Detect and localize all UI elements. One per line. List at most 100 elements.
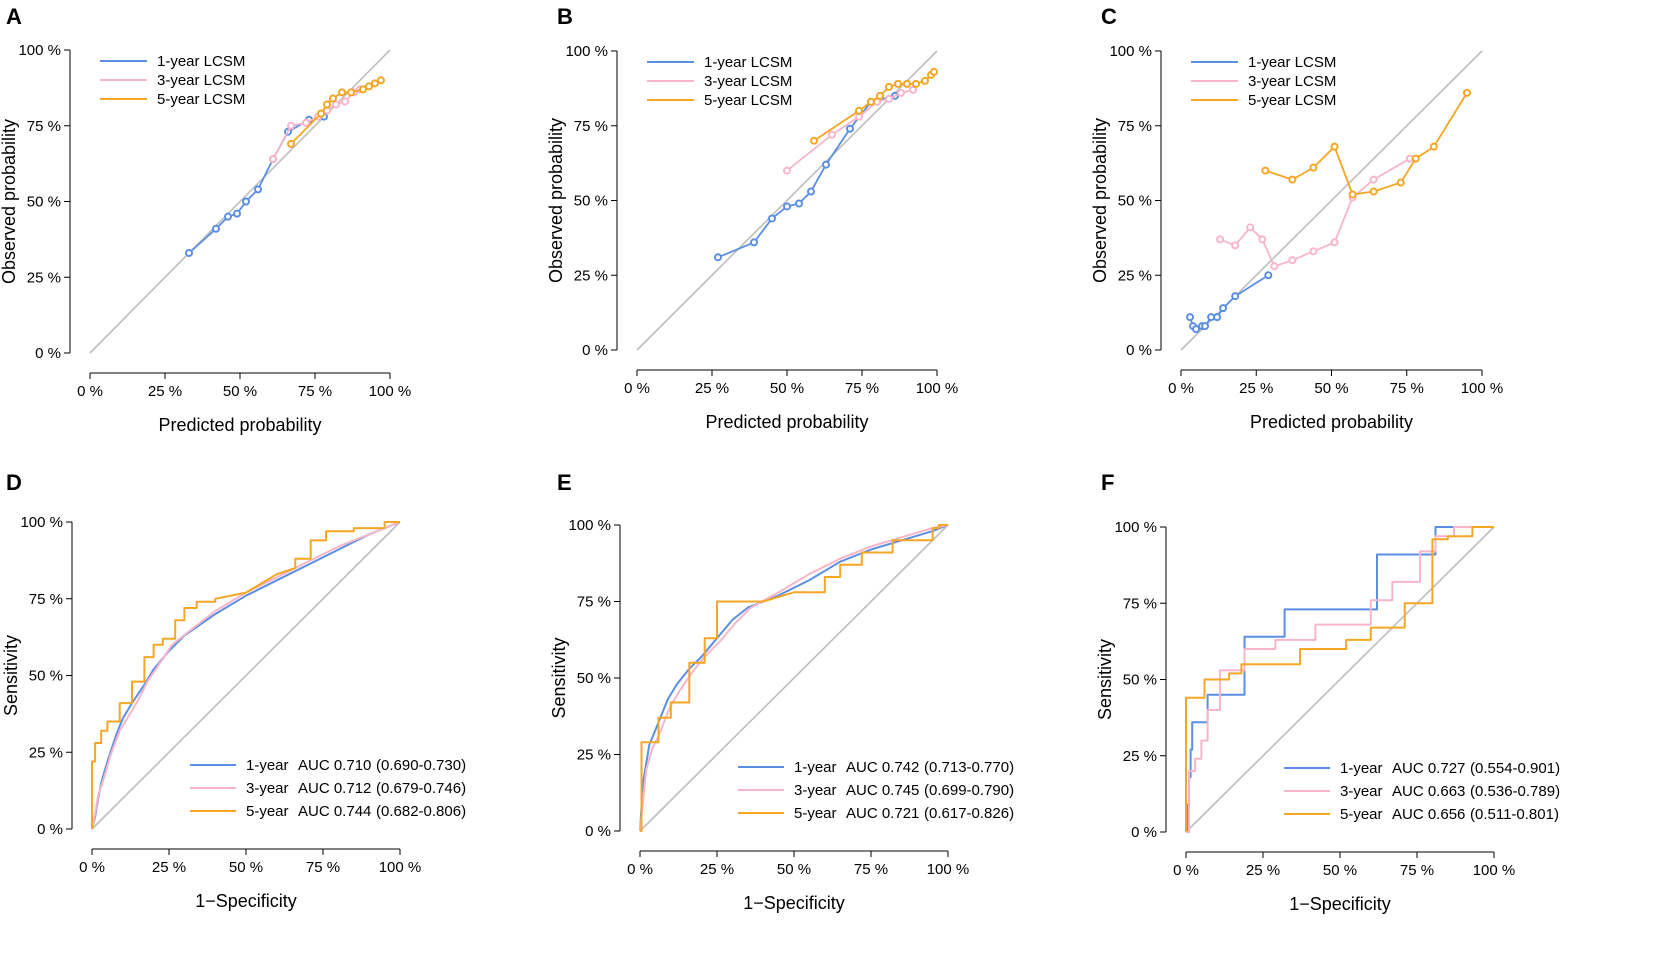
panel-a: A 0 % 0 % 25 % 25 % 50 % 50 % 75 % 75 % 100 % 100 …: [0, 4, 411, 435]
x-tick-label: 100 %: [1473, 862, 1516, 879]
legend-ci: (0.536-0.789): [1470, 783, 1560, 800]
legend-name: 1-year: [246, 757, 289, 774]
data-point-y1: [1219, 304, 1228, 313]
y-tick-label: 0 %: [35, 345, 61, 362]
data-point-y5: [365, 82, 373, 91]
data-point-y5: [1261, 166, 1270, 175]
x-tick-label: 25 %: [148, 383, 182, 400]
legend-name: 3-year: [1340, 783, 1383, 800]
y-tick-label: 25 %: [1123, 748, 1157, 765]
data-point-y5: [903, 79, 911, 88]
data-point-y3: [909, 85, 917, 94]
legend-ci: (0.511-0.801): [1470, 806, 1559, 823]
data-point-y5: [894, 79, 902, 88]
series-line-y3: [91, 521, 401, 830]
legend-label: 1-year LCSM: [157, 53, 245, 70]
y-axis-title: Observed probability: [1090, 118, 1110, 283]
data-point-y1: [1186, 313, 1195, 322]
x-tick-label: 50 %: [1323, 862, 1357, 879]
data-point-y3: [1246, 223, 1255, 232]
panel-e: E 0 % 0 % 25 % 25 % 50 % 50 % 75 % 75 % 100 % 100 …: [549, 470, 1014, 913]
data-point-y5: [1288, 175, 1297, 184]
y-tick-label: 75 %: [1118, 118, 1152, 135]
data-point-y5: [1330, 142, 1339, 151]
reference-diagonal: [1185, 526, 1495, 833]
series-line-y3: [1186, 526, 1494, 833]
data-point-y3: [302, 118, 310, 127]
data-point-y1: [254, 185, 262, 194]
y-tick-label: 25 %: [1118, 267, 1152, 284]
legend-name: 3-year: [794, 782, 837, 799]
data-point-y5: [867, 97, 875, 106]
y-tick-label: 50 %: [577, 670, 611, 687]
data-point-y3: [1258, 235, 1267, 244]
legend-ci: (0.617-0.826): [924, 805, 1014, 822]
x-tick-label: 100 %: [1461, 380, 1504, 397]
x-tick-label: 50 %: [1314, 380, 1348, 397]
data-point-y1: [1213, 313, 1222, 322]
y-tick-label: 0 %: [37, 821, 63, 838]
series-line-y3: [639, 524, 949, 832]
y-tick-label: 75 %: [27, 118, 61, 135]
data-point-y1: [822, 160, 830, 169]
x-tick-label: 50 %: [223, 383, 257, 400]
y-tick-label: 100 %: [568, 517, 611, 534]
legend-label: 1-year LCSM: [1248, 54, 1336, 71]
legend-name: 5-year: [794, 805, 837, 822]
panel-letter: C: [1101, 4, 1117, 29]
data-point-y5: [1348, 190, 1357, 199]
y-tick-label: 75 %: [577, 594, 611, 611]
data-point-y5: [329, 94, 337, 103]
data-point-y3: [1369, 175, 1378, 184]
data-point-y3: [828, 130, 836, 139]
panel-f: F 0 % 0 % 25 % 25 % 50 % 50 % 75 % 75 % 100 % 100 …: [1095, 470, 1560, 914]
y-tick-label: 0 %: [582, 342, 608, 359]
panel-b: B 0 % 0 % 25 % 25 % 50 % 50 % 75 % 75 % 100 % 100 …: [546, 4, 958, 432]
legend-name: 5-year: [1340, 806, 1383, 823]
data-point-y3: [332, 100, 340, 109]
data-point-y3: [287, 121, 295, 130]
data-point-y1: [185, 249, 193, 258]
panel-letter: A: [6, 4, 22, 29]
data-point-y3: [341, 97, 349, 106]
y-tick-label: 50 %: [1123, 672, 1157, 689]
y-tick-label: 50 %: [27, 194, 61, 211]
legend-auc: AUC 0.742: [846, 759, 919, 776]
series-line-y5: [1185, 526, 1494, 832]
data-point-y5: [323, 100, 331, 109]
legend-label: 1-year LCSM: [704, 54, 792, 71]
data-point-y5: [855, 106, 863, 115]
y-tick-label: 75 %: [1123, 595, 1157, 612]
x-tick-label: 0 %: [624, 380, 650, 397]
y-tick-label: 0 %: [1131, 824, 1157, 841]
data-point-y5: [930, 67, 938, 76]
data-point-y5: [876, 91, 884, 100]
data-point-y5: [371, 79, 379, 88]
data-point-y3: [1270, 262, 1279, 271]
legend-auc: AUC 0.656: [1392, 806, 1465, 823]
legend-name: 1-year: [794, 759, 837, 776]
data-point-y5: [1462, 88, 1471, 97]
x-axis-title: 1−Specificity: [743, 893, 845, 913]
legend-auc: AUC 0.712: [298, 780, 371, 797]
legend-label: 3-year LCSM: [157, 72, 245, 89]
x-axis-title: 1−Specificity: [195, 891, 297, 911]
y-tick-label: 100 %: [1114, 519, 1157, 536]
data-point-y1: [750, 238, 758, 247]
data-point-y1: [233, 209, 241, 218]
legend-auc: AUC 0.744: [298, 803, 371, 820]
data-point-y1: [212, 224, 220, 233]
legend-auc: AUC 0.721: [846, 805, 919, 822]
series-line-y1: [1189, 274, 1269, 331]
data-point-y3: [1231, 241, 1240, 250]
y-tick-label: 50 %: [29, 668, 63, 685]
legend-label: 5-year LCSM: [704, 92, 792, 109]
data-point-y1: [714, 253, 722, 262]
data-point-y1: [1201, 322, 1210, 331]
x-tick-label: 75 %: [845, 380, 879, 397]
panel-letter: D: [6, 470, 22, 495]
x-tick-label: 0 %: [1173, 862, 1199, 879]
legend-ci: (0.713-0.770): [924, 759, 1014, 776]
panel-letter: B: [557, 4, 573, 29]
data-point-y5: [377, 76, 385, 85]
